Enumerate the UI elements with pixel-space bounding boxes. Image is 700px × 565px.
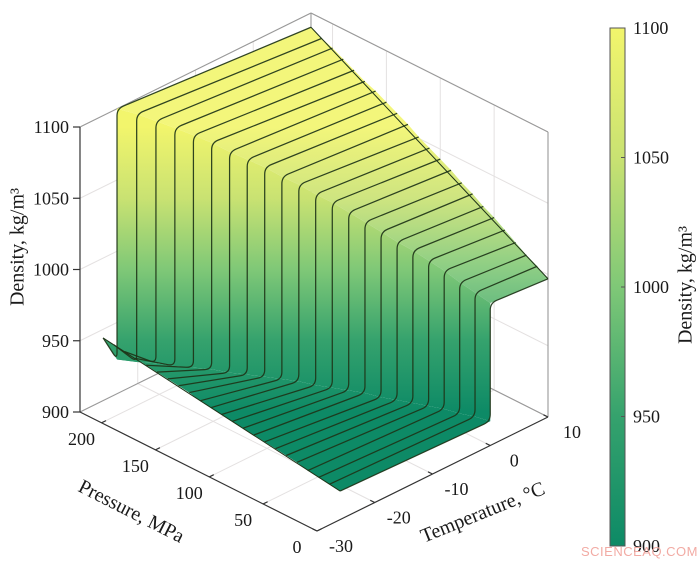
temperature-tick-label: 10 bbox=[563, 422, 581, 442]
isobar-line-p130 bbox=[199, 123, 409, 402]
isobar-line-p140 bbox=[189, 112, 398, 394]
temperature-tick bbox=[485, 442, 491, 447]
surface-edge-tmax bbox=[310, 26, 549, 280]
z-tick-label: 900 bbox=[42, 402, 69, 422]
pressure-tick-label: 150 bbox=[122, 456, 149, 476]
isobar-line-p60 bbox=[275, 205, 484, 450]
z-axis-title: Density, kg/m³ bbox=[6, 187, 29, 307]
isobar-line-p220 bbox=[102, 26, 312, 357]
colorbar-tick-label: 1100 bbox=[633, 18, 668, 38]
colorbar: 900 950 1000 1050 1100 bbox=[609, 18, 669, 556]
isobar-line-p40 bbox=[296, 229, 506, 463]
pressure-tick bbox=[316, 528, 322, 532]
isobar-line-p120 bbox=[210, 136, 419, 409]
watermark: SCIENCEAQ.COM bbox=[580, 544, 698, 559]
axes: 900 950 1000 1050 1100 0 50 100 150 200 -30 -20 -10 0… bbox=[33, 117, 581, 557]
colorbar-tick-label: 900 bbox=[633, 536, 660, 556]
isobar-line-p160 bbox=[167, 90, 376, 380]
pressure-tick-label: 200 bbox=[68, 429, 95, 449]
temperature-tick bbox=[312, 528, 318, 532]
isobar-line-p180 bbox=[146, 69, 355, 368]
pressure-axis-line bbox=[79, 411, 318, 532]
temperature-tick-label: -20 bbox=[387, 508, 411, 528]
isobar-line-p110 bbox=[221, 147, 430, 416]
isobar-line-p90 bbox=[242, 169, 452, 429]
isobar-line-p50 bbox=[285, 216, 495, 457]
z-tick-label: 1100 bbox=[34, 117, 69, 137]
box-edge-top-right bbox=[310, 12, 549, 133]
temperature-tick bbox=[543, 414, 549, 418]
surface-top-sheet-highlight bbox=[117, 27, 548, 303]
isobar-line-p200 bbox=[124, 47, 333, 363]
isobar-line-p150 bbox=[178, 101, 387, 387]
isobar-line-p10 bbox=[329, 265, 538, 485]
pressure-tick-label: 50 bbox=[234, 510, 252, 530]
isobar-line-p100 bbox=[232, 158, 441, 422]
colorbar-title: Density, kg/m³ bbox=[674, 225, 697, 345]
isobar-line-p210 bbox=[113, 37, 323, 360]
isobar-line-p80 bbox=[253, 182, 463, 436]
pressure-tick bbox=[262, 501, 268, 505]
temperature-tick-label: 0 bbox=[510, 451, 519, 471]
z-tick-label: 950 bbox=[42, 331, 69, 351]
colorbar-tick-label: 1050 bbox=[633, 148, 669, 168]
pressure-tick-label: 0 bbox=[293, 537, 302, 557]
pressure-tick bbox=[209, 474, 215, 478]
isobar-line-p0 bbox=[339, 278, 549, 492]
surface-top-sheet-liquid bbox=[117, 27, 548, 303]
colorbar-tick-label: 1000 bbox=[633, 277, 669, 297]
isobar-line-p30 bbox=[307, 242, 516, 472]
temperature-tick-label: -10 bbox=[445, 479, 469, 499]
isobar-lines bbox=[102, 26, 549, 492]
z-tick-label: 1000 bbox=[33, 260, 69, 280]
z-tick-label: 1050 bbox=[33, 188, 69, 208]
pressure-tick bbox=[155, 447, 161, 451]
temperature-tick bbox=[427, 471, 433, 475]
surface-edge-tmin bbox=[102, 337, 341, 492]
colorbar-tick-label: 950 bbox=[633, 407, 660, 427]
isobar-line-p190 bbox=[135, 58, 344, 366]
pressure-tick bbox=[101, 420, 107, 424]
isobar-line-p20 bbox=[318, 254, 527, 479]
box-edge-top-left bbox=[79, 12, 312, 128]
temperature-tick-label: -30 bbox=[329, 536, 353, 556]
isobar-line-p170 bbox=[156, 80, 366, 373]
isobar-line-p70 bbox=[264, 193, 473, 443]
pressure-tick-label: 100 bbox=[176, 483, 203, 503]
temperature-tick bbox=[369, 499, 376, 504]
